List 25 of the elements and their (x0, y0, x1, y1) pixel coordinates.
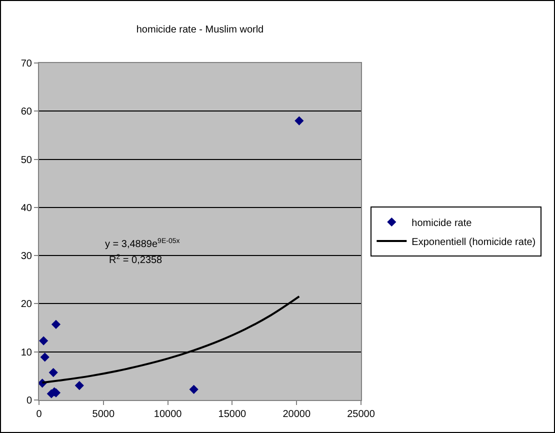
annotation: y = 3,4889e$^{9E-05x}$ (105, 238, 180, 250)
x-tick-label: 25000 (347, 409, 376, 420)
x-tick-label: 10000 (154, 409, 182, 420)
point (40, 352, 50, 362)
legend-label: homicide rate (412, 218, 472, 229)
point (74, 381, 84, 390)
point (39, 336, 48, 346)
chart-title: homicide rate - Muslim world (136, 24, 264, 36)
y-tick-label: 20 (20, 299, 32, 310)
x-tick-label: 0 (36, 409, 42, 420)
point (51, 320, 61, 329)
x-tick-label: 20000 (282, 409, 311, 420)
point (48, 368, 58, 378)
y-tick-label: 60 (20, 106, 32, 118)
point (189, 384, 198, 394)
y-tick-label: 10 (20, 347, 32, 358)
y-tick-label: 40 (20, 202, 32, 214)
y-tick-label: 50 (20, 154, 32, 166)
point (294, 116, 304, 126)
legend-label: Exponentiell (homicide rate) (412, 236, 536, 248)
y-tick-label: 0 (26, 396, 32, 406)
x-tick-label: 15000 (218, 409, 247, 420)
y-tick-label: 70 (20, 58, 32, 70)
x-tick-label: 5000 (92, 409, 115, 420)
y-tick-label: 30 (20, 251, 32, 262)
